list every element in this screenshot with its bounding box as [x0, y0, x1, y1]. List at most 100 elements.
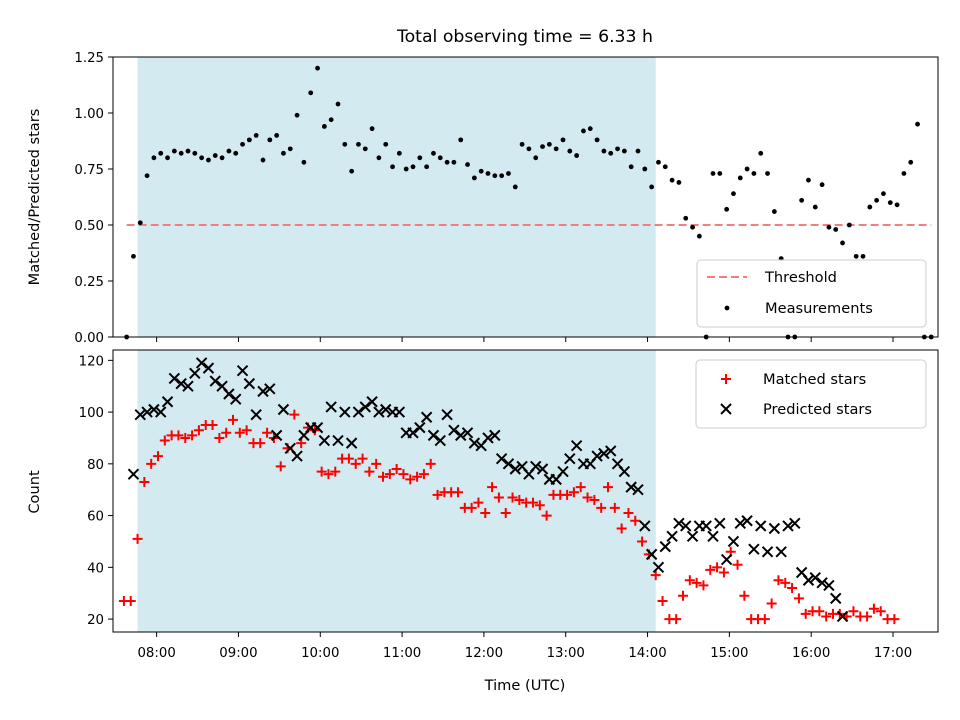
measurement-point — [308, 90, 314, 96]
predicted-star-point — [645, 548, 658, 561]
matched-star-point — [207, 420, 218, 431]
matched-star-point — [432, 489, 443, 500]
predicted-star-point — [830, 592, 842, 605]
predicted-star-point — [420, 411, 433, 423]
matched-star-point — [493, 492, 504, 503]
matched-star-point — [487, 482, 498, 493]
measurement-point — [601, 148, 607, 154]
measurement-point — [131, 253, 136, 259]
matched-star-point — [139, 476, 150, 487]
measurement-point — [717, 171, 723, 176]
predicted-star-point — [155, 406, 167, 418]
matched-star-point — [678, 590, 688, 601]
matched-star-point — [637, 536, 648, 547]
matched-star-point — [466, 502, 477, 513]
predicted-star-point — [223, 388, 235, 400]
matched-star-point — [228, 414, 238, 425]
matched-star-point — [732, 559, 743, 570]
x-tick-label: 13:00 — [547, 646, 585, 661]
predicted-star-point — [768, 522, 781, 535]
matched-star-point — [848, 606, 859, 617]
measurement-points — [124, 65, 934, 340]
x-tick-label: 08:00 — [137, 646, 175, 661]
predicted-star-point — [836, 610, 849, 623]
matched-star-point — [275, 461, 286, 472]
measurement-point — [206, 157, 211, 163]
measurement-point — [608, 150, 614, 156]
predicted-star-point — [775, 546, 787, 558]
matched-star-point — [657, 595, 668, 606]
measurement-point — [185, 148, 191, 154]
matched-star-point — [412, 471, 423, 482]
measurement-point — [144, 173, 150, 179]
predicted-star-point — [489, 429, 501, 442]
measurement-point — [233, 150, 239, 156]
measurement-point — [737, 175, 743, 181]
matched-stars-legend-swatch — [721, 374, 731, 384]
matched-star-point — [596, 502, 607, 513]
measurement-point — [574, 153, 580, 158]
matched-star-point — [603, 482, 613, 493]
predicted-star-point — [570, 440, 583, 452]
matched-star-point — [528, 497, 538, 508]
x-tick-label: 15:00 — [710, 646, 748, 661]
count-y-tick-label: 40 — [87, 561, 104, 576]
predicted-star-point — [243, 377, 256, 390]
matched-star-point — [391, 464, 402, 475]
predicted-star-point — [141, 406, 153, 418]
measurement-point — [171, 148, 177, 154]
predicted-star-point — [741, 515, 753, 527]
measurement-point — [165, 155, 170, 161]
count-plot-frame — [112, 349, 939, 633]
matched-star-point — [630, 515, 641, 526]
predicted-star-point — [605, 445, 617, 457]
measurement-point — [683, 215, 689, 221]
measurement-point — [560, 137, 566, 143]
measurement-point — [199, 155, 205, 161]
measurement-point — [710, 171, 716, 176]
measurement-point — [219, 155, 225, 161]
predicted-star-point — [659, 540, 671, 553]
measurement-point — [581, 128, 586, 134]
measurement-point — [158, 150, 164, 156]
measurement-point — [492, 173, 498, 179]
predicted-star-point — [509, 463, 521, 475]
predicted-star-point — [727, 535, 740, 548]
measurement-point — [499, 173, 505, 179]
ratio-plot-frame — [112, 56, 939, 338]
predicted-star-point — [598, 447, 610, 460]
matched-star-point — [480, 507, 491, 518]
measurement-point — [451, 159, 457, 165]
count-y-tick-label: 80 — [87, 458, 104, 473]
predicted-star-point — [236, 364, 249, 377]
ratio-y-axis: 0.00 0.25 0.50 0.75 1.00 1.25 — [74, 51, 113, 346]
matched-star-point — [814, 606, 825, 617]
measurement-point — [526, 146, 532, 152]
predicted-star-point — [755, 520, 767, 532]
matched-star-point — [562, 489, 573, 500]
count-legend: Matched stars Predicted stars — [695, 359, 927, 429]
measurement-point — [294, 112, 300, 118]
measurement-point — [587, 126, 593, 132]
matched-star-point — [350, 458, 361, 469]
predicted-star-point — [686, 530, 699, 542]
matched-star-point — [364, 466, 375, 477]
matched-star-point — [582, 492, 593, 503]
threshold-legend-label: Threshold — [764, 269, 837, 286]
measurement-point — [546, 141, 552, 147]
predicted-star-point — [189, 367, 201, 379]
measurement-point — [349, 168, 355, 174]
predicted-star-point — [700, 520, 712, 532]
matched-star-point — [289, 409, 300, 420]
predicted-star-point — [257, 385, 269, 398]
predicted-star-point — [127, 468, 140, 480]
predicted-star-point — [270, 429, 283, 442]
measurement-point — [615, 146, 620, 152]
matched-star-point — [316, 466, 327, 477]
matched-star-point — [650, 570, 661, 581]
predicted-star-point — [502, 458, 515, 470]
predicted-star-point — [414, 421, 426, 434]
predicted-star-point — [441, 408, 453, 421]
predicted-star-point — [407, 427, 419, 439]
predicted-star-point — [639, 520, 651, 532]
